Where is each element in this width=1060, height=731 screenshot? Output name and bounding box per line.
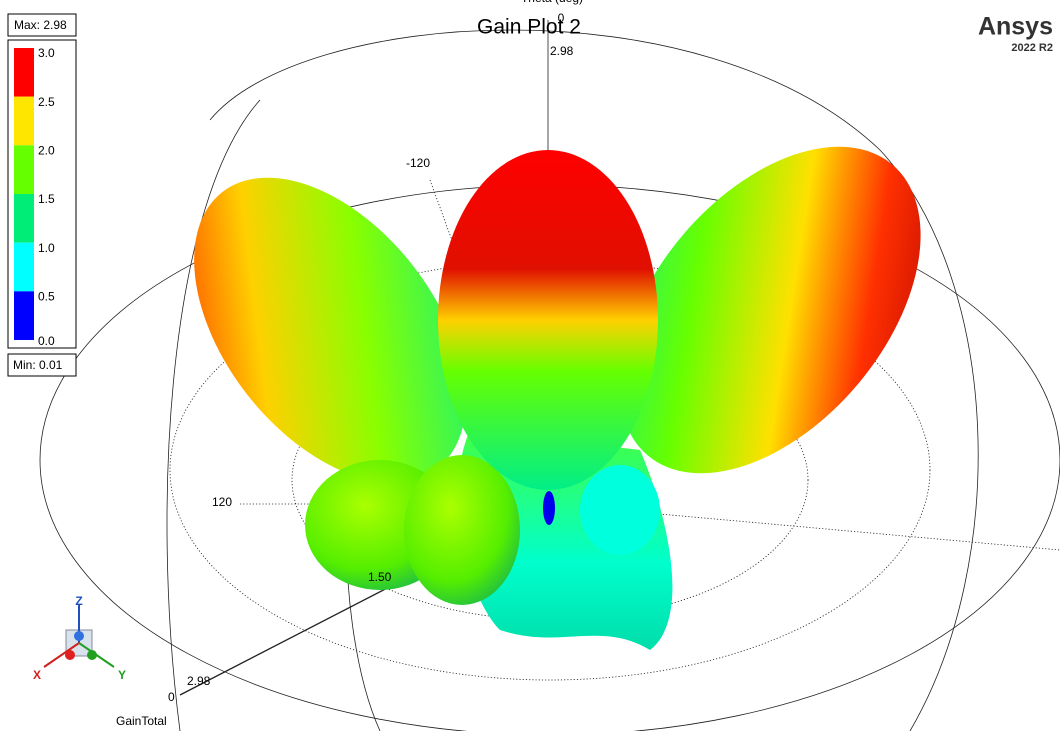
axis-label: Theta (deg) — [521, 0, 583, 5]
gain-pattern — [194, 146, 921, 650]
axis-triad: Z X Y — [33, 594, 126, 682]
angle-label: -120 — [406, 156, 430, 170]
angle-label: 120 — [212, 495, 232, 509]
legend-band — [14, 194, 34, 243]
legend-band — [14, 96, 34, 146]
plot-title: Gain Plot 2 — [477, 16, 581, 39]
legend-label: 0.0 — [38, 334, 55, 348]
legend-max: Max: 2.98 — [14, 18, 67, 32]
legend-label: 1.0 — [38, 241, 55, 255]
legend-label: 2.5 — [38, 95, 55, 109]
ring-label: 1.50 — [368, 570, 392, 584]
legend: Max: 2.98 Min: 0.01 0.0 3.0 2.5 2.0 1.5 1.0 0… — [7, 13, 77, 377]
axis-max-label: 2.98 — [187, 674, 211, 688]
legend-max-box — [7, 13, 77, 37]
top-max-label: 2.98 — [550, 44, 574, 58]
legend-label: 2.0 — [38, 144, 55, 158]
legend-label: 1.5 — [38, 192, 55, 206]
axis-zero-label: 0 — [168, 690, 175, 704]
legend-min-box — [7, 353, 77, 377]
legend-label: 3.0 — [38, 46, 55, 60]
legend-band — [14, 48, 34, 97]
legend-band — [14, 291, 34, 340]
triad-y: Y — [118, 668, 126, 682]
theta-zero-label: 0 — [558, 11, 565, 25]
triad-z: Z — [75, 594, 82, 608]
triad-x: X — [33, 668, 41, 682]
quantity-label: GainTotal — [116, 714, 167, 728]
brand-version: 2022 R2 — [1011, 42, 1053, 54]
legend-label: 0.5 — [38, 290, 55, 304]
brand-name: Ansys — [978, 13, 1053, 41]
legend-band — [14, 145, 34, 194]
legend-band — [14, 242, 34, 292]
legend-min: Min: 0.01 — [13, 358, 63, 372]
